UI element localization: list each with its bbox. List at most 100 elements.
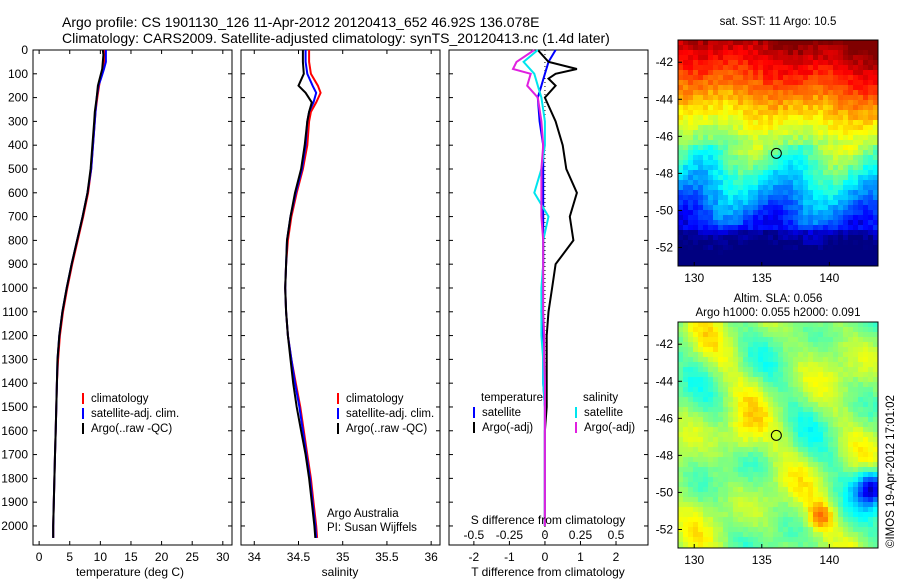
- heatmap-cell: [688, 477, 694, 483]
- heatmap-cell: [838, 185, 844, 191]
- heatmap-cell: [713, 472, 719, 478]
- heatmap-cell: [718, 65, 724, 71]
- heatmap-cell: [683, 457, 689, 463]
- heatmap-cell: [788, 75, 794, 81]
- heatmap-cell: [763, 537, 769, 543]
- heatmap-cell: [713, 170, 719, 176]
- heatmap-cell: [813, 497, 819, 503]
- heatmap-cell: [873, 342, 878, 348]
- heatmap-cell: [793, 75, 799, 81]
- heatmap-cell: [763, 322, 769, 328]
- heatmap-cell: [683, 347, 689, 353]
- heatmap-cell: [788, 477, 794, 483]
- heatmap-cell: [858, 327, 864, 333]
- heatmap-cell: [813, 322, 819, 328]
- heatmap-cell: [718, 332, 724, 338]
- heatmap-cell: [763, 427, 769, 433]
- heatmap-cell: [833, 155, 839, 161]
- heatmap-cell: [753, 387, 759, 393]
- heatmap-cell: [813, 412, 819, 418]
- heatmap-cell: [768, 95, 774, 101]
- sla-heatmap: [678, 322, 878, 548]
- heatmap-cell: [843, 417, 849, 423]
- heatmap-cell: [683, 452, 689, 458]
- heatmap-cell: [783, 260, 789, 266]
- heatmap-cell: [803, 407, 809, 413]
- heatmap-cell: [853, 180, 859, 186]
- heatmap-cell: [803, 452, 809, 458]
- heatmap-cell: [723, 60, 729, 66]
- heatmap-cell: [738, 245, 744, 251]
- heatmap-cell: [818, 542, 824, 548]
- heatmap-cell: [868, 200, 874, 206]
- heatmap-cell: [753, 357, 759, 363]
- depth-tick-label: 1400: [1, 376, 28, 390]
- heatmap-cell: [738, 130, 744, 136]
- heatmap-cell: [803, 322, 809, 328]
- heatmap-cell: [858, 100, 864, 106]
- heatmap-cell: [793, 512, 799, 518]
- heatmap-cell: [763, 80, 769, 86]
- heatmap-cell: [683, 467, 689, 473]
- heatmap-cell: [818, 45, 824, 51]
- heatmap-cell: [718, 327, 724, 333]
- heatmap-cell: [803, 402, 809, 408]
- heatmap-cell: [828, 105, 834, 111]
- legend-label: Argo(-adj): [584, 422, 635, 434]
- heatmap-cell: [713, 100, 719, 106]
- heatmap-cell: [683, 537, 689, 543]
- heatmap-cell: [863, 140, 869, 146]
- heatmap-cell: [828, 532, 834, 538]
- heatmap-cell: [863, 352, 869, 358]
- heatmap-cell: [838, 462, 844, 468]
- heatmap-cell: [813, 397, 819, 403]
- heatmap-cell: [823, 527, 829, 533]
- heatmap-cell: [793, 155, 799, 161]
- heatmap-cell: [763, 327, 769, 333]
- heatmap-cell: [818, 407, 824, 413]
- heatmap-cell: [813, 367, 819, 373]
- heatmap-cell: [778, 150, 784, 156]
- heatmap-cell: [833, 347, 839, 353]
- heatmap-cell: [848, 230, 854, 236]
- heatmap-cell: [688, 195, 694, 201]
- heatmap-cell: [728, 457, 734, 463]
- heatmap-cell: [698, 397, 704, 403]
- heatmap-cell: [768, 417, 774, 423]
- heatmap-cell: [798, 537, 804, 543]
- heatmap-cell: [808, 522, 814, 528]
- heatmap-cell: [758, 200, 764, 206]
- heatmap-cell: [793, 327, 799, 333]
- heatmap-cell: [788, 407, 794, 413]
- heatmap-cell: [808, 240, 814, 246]
- heatmap-cell: [813, 347, 819, 353]
- heatmap-cell: [833, 512, 839, 518]
- heatmap-cell: [768, 497, 774, 503]
- heatmap-cell: [703, 250, 709, 256]
- heatmap-cell: [743, 80, 749, 86]
- heatmap-cell: [863, 367, 869, 373]
- heatmap-cell: [783, 362, 789, 368]
- heatmap-cell: [788, 260, 794, 266]
- heatmap-cell: [773, 225, 779, 231]
- heatmap-cell: [833, 367, 839, 373]
- heatmap-cell: [733, 105, 739, 111]
- heatmap-cell: [808, 250, 814, 256]
- heatmap-cell: [828, 467, 834, 473]
- heatmap-cell: [693, 135, 699, 141]
- heatmap-cell: [843, 65, 849, 71]
- heatmap-cell: [738, 45, 744, 51]
- heatmap-cell: [813, 260, 819, 266]
- heatmap-cell: [693, 145, 699, 151]
- heatmap-cell: [773, 382, 779, 388]
- heatmap-cell: [758, 185, 764, 191]
- heatmap-cell: [808, 357, 814, 363]
- heatmap-cell: [868, 195, 874, 201]
- legend-label: Argo(..raw -QC): [91, 423, 172, 435]
- heatmap-cell: [848, 215, 854, 221]
- heatmap-cell: [868, 245, 874, 251]
- heatmap-cell: [813, 135, 819, 141]
- heatmap-cell: [693, 260, 699, 266]
- heatmap-cell: [748, 362, 754, 368]
- heatmap-cell: [778, 220, 784, 226]
